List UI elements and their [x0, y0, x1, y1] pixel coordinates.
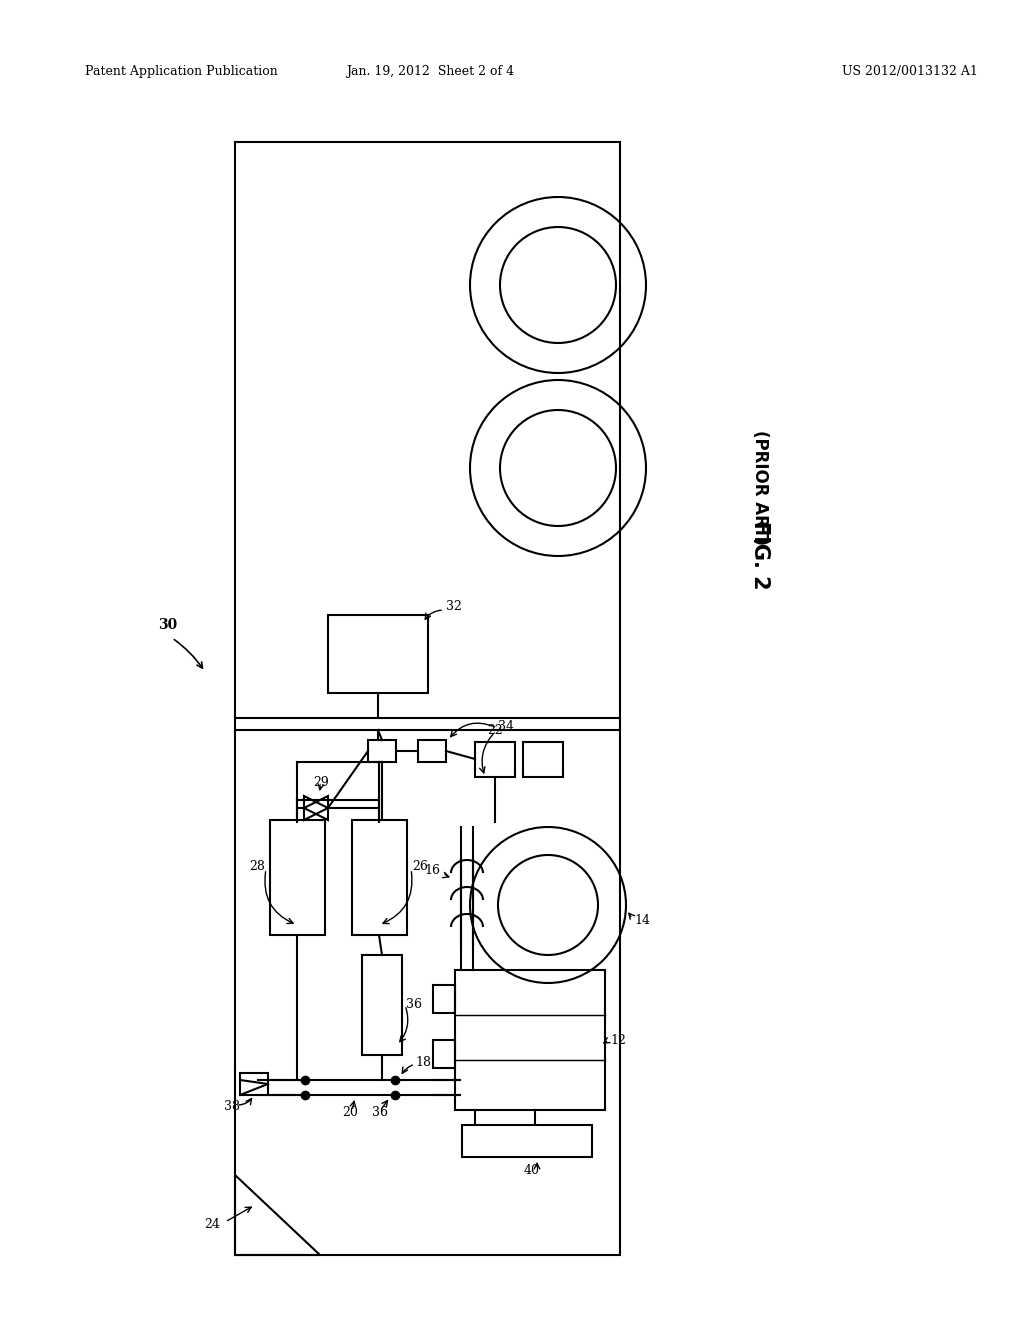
Text: FIG. 2: FIG. 2 [750, 520, 770, 589]
Text: Jan. 19, 2012  Sheet 2 of 4: Jan. 19, 2012 Sheet 2 of 4 [346, 66, 514, 78]
Text: 34: 34 [498, 719, 514, 733]
Text: 29: 29 [313, 776, 329, 788]
Text: 22: 22 [487, 723, 503, 737]
Text: 32: 32 [446, 601, 462, 614]
Text: 36: 36 [406, 998, 422, 1011]
Text: US 2012/0013132 A1: US 2012/0013132 A1 [842, 66, 978, 78]
Text: 14: 14 [634, 913, 650, 927]
Text: 12: 12 [610, 1034, 626, 1047]
Text: 26: 26 [412, 861, 428, 874]
Text: 20: 20 [342, 1106, 358, 1119]
Text: 24: 24 [204, 1218, 220, 1232]
Text: 18: 18 [415, 1056, 431, 1068]
Text: 28: 28 [249, 861, 265, 874]
Text: Patent Application Publication: Patent Application Publication [85, 66, 278, 78]
Text: (PRIOR ART): (PRIOR ART) [751, 430, 769, 545]
Text: 40: 40 [524, 1164, 540, 1177]
Text: 38: 38 [224, 1101, 240, 1114]
Text: 30: 30 [159, 618, 177, 632]
Text: 36: 36 [372, 1106, 388, 1119]
Text: 16: 16 [424, 863, 440, 876]
